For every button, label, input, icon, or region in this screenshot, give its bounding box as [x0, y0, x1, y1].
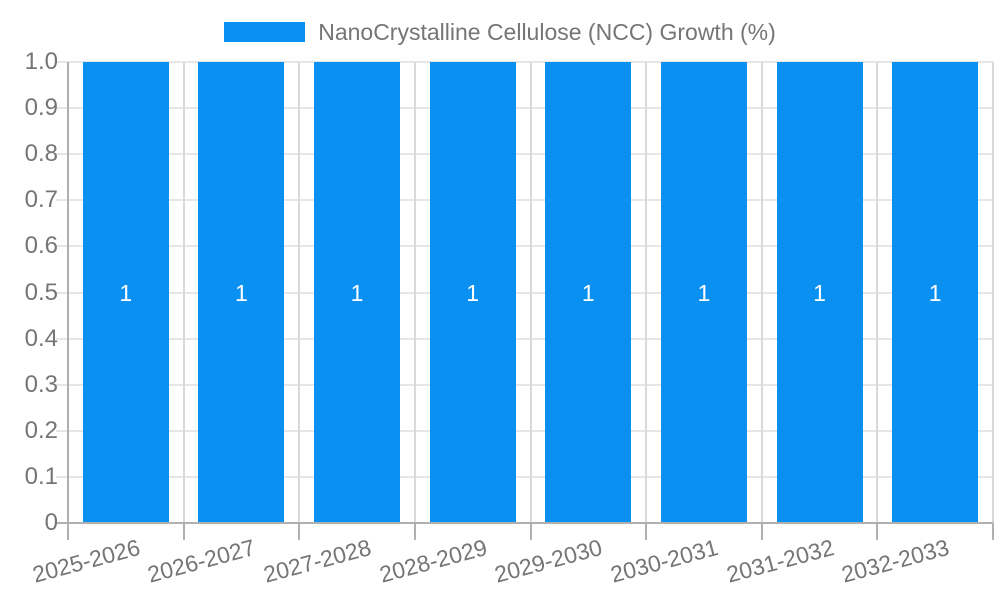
bar[interactable]	[82, 62, 169, 523]
x-tick-label: 2028-2029	[376, 534, 490, 588]
x-tick-label: 2029-2030	[492, 534, 606, 588]
legend-label: NanoCrystalline Cellulose (NCC) Growth (…	[318, 18, 776, 45]
y-tick-label: 0	[44, 509, 58, 536]
x-axis-tick	[645, 523, 648, 540]
bar[interactable]	[545, 62, 632, 523]
y-gridline	[56, 475, 993, 478]
legend: NanoCrystalline Cellulose (NCC) Growth (…	[0, 18, 1000, 45]
y-gridline	[56, 383, 993, 386]
y-tick-label: 0.7	[24, 186, 58, 214]
y-tick-label: 0.2	[24, 416, 58, 444]
x-axis-tick	[529, 523, 532, 540]
x-axis-tick	[298, 523, 301, 540]
y-tick-label: 0.1	[24, 462, 58, 490]
y-gridline	[56, 153, 993, 156]
y-tick-label: 0.5	[24, 278, 58, 306]
x-tick-label: 2031-2032	[723, 534, 837, 588]
x-gridline	[413, 62, 416, 523]
y-gridline	[56, 291, 993, 294]
bar[interactable]	[892, 62, 979, 523]
y-gridline	[56, 245, 993, 248]
x-axis-tick	[760, 523, 763, 540]
x-gridline	[182, 62, 185, 523]
x-gridline	[529, 62, 532, 523]
y-tick-label: 0.6	[24, 232, 58, 260]
y-tick-label: 0.4	[24, 324, 58, 352]
bar[interactable]	[660, 62, 747, 523]
y-gridline	[56, 107, 993, 110]
y-tick-label: 0.3	[24, 370, 58, 398]
x-gridline	[760, 62, 763, 523]
bar[interactable]	[429, 62, 516, 523]
y-tick-label: 0.8	[24, 140, 58, 168]
x-axis-tick	[413, 523, 416, 540]
bar[interactable]	[198, 62, 285, 523]
x-axis-tick	[876, 523, 879, 540]
x-tick-label: 2027-2028	[260, 534, 374, 588]
y-gridline	[56, 337, 993, 340]
x-gridline	[992, 62, 994, 523]
x-gridline	[876, 62, 879, 523]
y-gridline	[56, 199, 993, 202]
x-axis-tick	[992, 523, 994, 540]
bar[interactable]	[314, 62, 401, 523]
y-gridline	[56, 61, 993, 63]
legend-swatch	[224, 22, 306, 42]
x-axis-tick	[182, 523, 185, 540]
x-axis-line	[56, 522, 993, 524]
x-tick-label: 2026-2027	[145, 534, 259, 588]
y-tick-label: 1.0	[24, 48, 58, 75]
x-tick-label: 2030-2031	[607, 534, 721, 588]
x-gridline	[645, 62, 648, 523]
x-gridline	[298, 62, 301, 523]
x-tick-label: 2025-2026	[29, 534, 143, 588]
y-tick-label: 0.9	[24, 94, 58, 122]
y-gridline	[56, 429, 993, 432]
x-tick-label: 2032-2033	[838, 534, 952, 588]
bar[interactable]	[776, 62, 863, 523]
y-axis-line	[67, 62, 69, 540]
